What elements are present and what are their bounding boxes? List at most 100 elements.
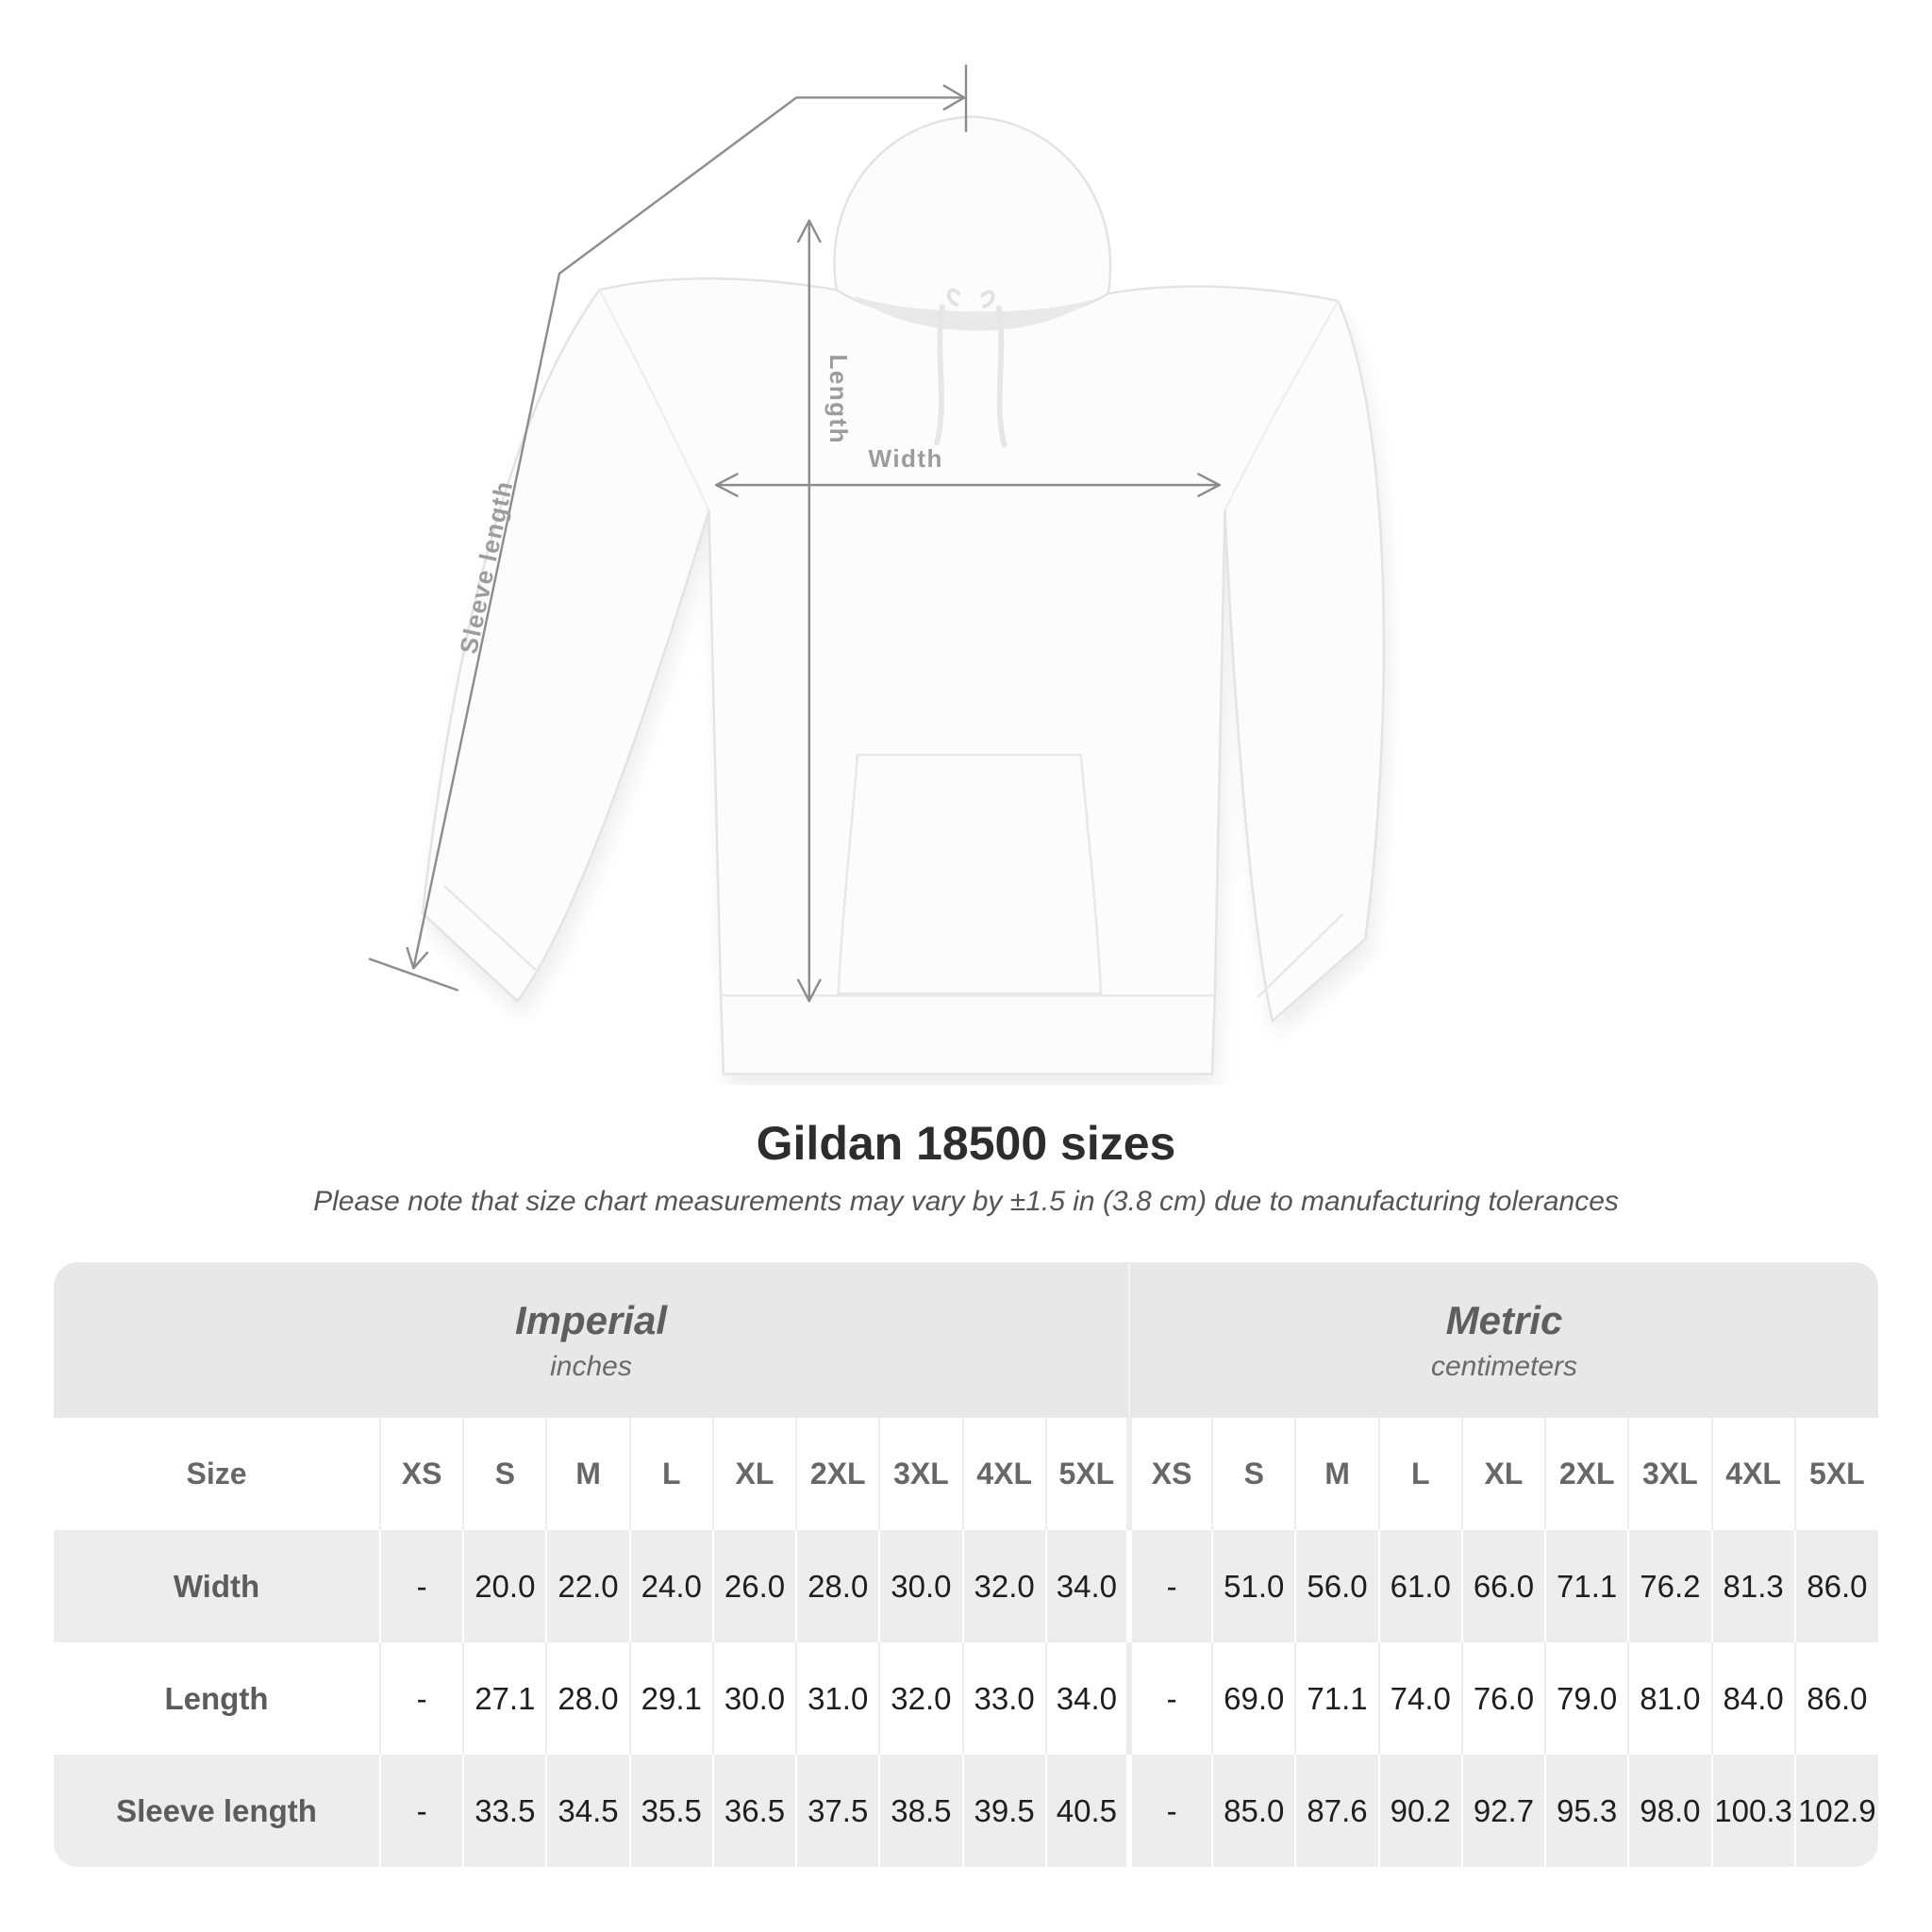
size-chart-table: Imperial inches Metric centimeters Size … bbox=[54, 1262, 1878, 1867]
value-cell: 34.5 bbox=[545, 1755, 630, 1867]
size-header-row: Size XS S M L XL 2XL 3XL 4XL 5XL XS S M … bbox=[54, 1418, 1878, 1530]
value-cell: 35.5 bbox=[628, 1755, 713, 1867]
sleeve-length-row: Sleeve length - 33.5 34.5 35.5 36.5 37.5… bbox=[54, 1755, 1878, 1867]
value-cell: 76.2 bbox=[1627, 1530, 1712, 1642]
value-cell: 92.7 bbox=[1460, 1755, 1546, 1867]
value-cell: 61.0 bbox=[1377, 1530, 1462, 1642]
value-cell: 26.0 bbox=[711, 1530, 797, 1642]
value-cell: 37.5 bbox=[795, 1755, 880, 1867]
imperial-band: Imperial inches bbox=[54, 1262, 1129, 1418]
hoodie-illustration bbox=[421, 115, 1389, 1085]
value-cell: 81.3 bbox=[1710, 1530, 1795, 1642]
armhole-seam-right bbox=[1224, 300, 1340, 511]
kangaroo-pocket bbox=[837, 753, 1103, 995]
value-cell: 30.0 bbox=[711, 1642, 797, 1755]
cuff-seam-left bbox=[443, 885, 537, 972]
size-header-imperial-xl: XL bbox=[711, 1418, 797, 1530]
cuff-seam-right bbox=[1257, 912, 1344, 999]
value-cell: 32.0 bbox=[878, 1642, 963, 1755]
size-header-metric-5xl: 5XL bbox=[1793, 1418, 1878, 1530]
size-header-imperial-2xl: 2XL bbox=[795, 1418, 880, 1530]
size-chart: Imperial inches Metric centimeters Size … bbox=[54, 1262, 1878, 1867]
value-cell: 29.1 bbox=[628, 1642, 713, 1755]
value-cell: - bbox=[1125, 1530, 1213, 1642]
value-cell: 100.3 bbox=[1710, 1755, 1795, 1867]
value-cell: - bbox=[378, 1530, 464, 1642]
length-label: Length bbox=[824, 354, 853, 444]
length-row: Length - 27.1 28.0 29.1 30.0 31.0 32.0 3… bbox=[54, 1642, 1878, 1755]
drawstring-right bbox=[995, 305, 1008, 448]
value-cell: 76.0 bbox=[1460, 1642, 1546, 1755]
imperial-group-label: Imperial bbox=[514, 1297, 668, 1342]
value-cell: 33.0 bbox=[961, 1642, 1046, 1755]
drawstring-bow bbox=[946, 288, 995, 308]
size-header-metric-4xl: 4XL bbox=[1710, 1418, 1795, 1530]
value-cell: 31.0 bbox=[795, 1642, 880, 1755]
size-header-metric-3xl: 3XL bbox=[1627, 1418, 1712, 1530]
value-cell: 86.0 bbox=[1793, 1642, 1878, 1755]
size-header-metric-xs: XS bbox=[1125, 1418, 1213, 1530]
size-header-imperial-5xl: 5XL bbox=[1044, 1418, 1129, 1530]
value-cell: 71.1 bbox=[1294, 1642, 1379, 1755]
value-cell: 90.2 bbox=[1377, 1755, 1462, 1867]
sleeve-length-line bbox=[412, 96, 966, 970]
value-cell: - bbox=[1125, 1755, 1213, 1867]
size-header-imperial-4xl: 4XL bbox=[961, 1418, 1046, 1530]
value-cell: 27.1 bbox=[462, 1642, 547, 1755]
value-cell: 39.5 bbox=[961, 1755, 1046, 1867]
value-cell: 30.0 bbox=[878, 1530, 963, 1642]
size-header-metric-l: L bbox=[1377, 1418, 1462, 1530]
value-cell: 85.0 bbox=[1211, 1755, 1296, 1867]
value-cell: 56.0 bbox=[1294, 1530, 1379, 1642]
metric-unit-label: centimeters bbox=[1430, 1350, 1578, 1382]
size-header-metric-m: M bbox=[1294, 1418, 1379, 1530]
value-cell: 40.5 bbox=[1044, 1755, 1129, 1867]
value-cell: 87.6 bbox=[1294, 1755, 1379, 1867]
value-cell: 32.0 bbox=[961, 1530, 1046, 1642]
row-label-length: Length bbox=[164, 1680, 269, 1716]
length-arrowheads bbox=[796, 219, 822, 1003]
armhole-seam-left bbox=[598, 289, 710, 511]
size-column-header: Size bbox=[54, 1418, 380, 1530]
metric-group-label: Metric bbox=[1445, 1297, 1563, 1342]
value-cell: 33.5 bbox=[462, 1755, 547, 1867]
size-header-metric-2xl: 2XL bbox=[1544, 1418, 1629, 1530]
value-cell: 66.0 bbox=[1460, 1530, 1546, 1642]
value-cell: 102.9 bbox=[1793, 1755, 1878, 1867]
imperial-unit-label: inches bbox=[550, 1350, 632, 1382]
hoodie-hood bbox=[833, 115, 1112, 324]
value-cell: 22.0 bbox=[545, 1530, 630, 1642]
size-header-imperial-l: L bbox=[628, 1418, 713, 1530]
value-cell: - bbox=[1125, 1642, 1213, 1755]
value-cell: 34.0 bbox=[1044, 1642, 1129, 1755]
value-cell: 34.0 bbox=[1044, 1530, 1129, 1642]
drawstring-left bbox=[934, 303, 945, 446]
hood-opening-shadow bbox=[853, 295, 1094, 331]
value-cell: 24.0 bbox=[628, 1530, 713, 1642]
hoodie-measurement-diagram: Sleeve length Length Width bbox=[368, 64, 1389, 1085]
value-cell: 79.0 bbox=[1544, 1642, 1629, 1755]
value-cell: - bbox=[378, 1642, 464, 1755]
value-cell: 84.0 bbox=[1710, 1642, 1795, 1755]
unit-band-row: Imperial inches Metric centimeters bbox=[54, 1262, 1878, 1418]
value-cell: 86.0 bbox=[1793, 1530, 1878, 1642]
hoodie-diagram-svg: Sleeve length Length Width bbox=[368, 64, 1389, 1085]
value-cell: 20.0 bbox=[462, 1530, 547, 1642]
size-header-metric-s: S bbox=[1211, 1418, 1296, 1530]
value-cell: 28.0 bbox=[545, 1642, 630, 1755]
value-cell: 38.5 bbox=[878, 1755, 963, 1867]
value-cell: 81.0 bbox=[1627, 1642, 1712, 1755]
measurement-annotations bbox=[368, 64, 1221, 1003]
size-header-imperial-3xl: 3XL bbox=[878, 1418, 963, 1530]
row-label-width: Width bbox=[173, 1568, 260, 1604]
width-label: Width bbox=[869, 444, 943, 473]
value-cell: 71.1 bbox=[1544, 1530, 1629, 1642]
sleeve-length-arrowhead-cuff bbox=[406, 946, 429, 970]
size-header-imperial-m: M bbox=[545, 1418, 630, 1530]
sleeve-length-arrowhead-top bbox=[942, 84, 966, 111]
value-cell: 51.0 bbox=[1211, 1530, 1296, 1642]
metric-band: Metric centimeters bbox=[1127, 1262, 1878, 1418]
page-subtitle: Please note that size chart measurements… bbox=[313, 1186, 1619, 1217]
value-cell: - bbox=[378, 1755, 464, 1867]
width-row: Width - 20.0 22.0 24.0 26.0 28.0 30.0 32… bbox=[54, 1530, 1878, 1642]
